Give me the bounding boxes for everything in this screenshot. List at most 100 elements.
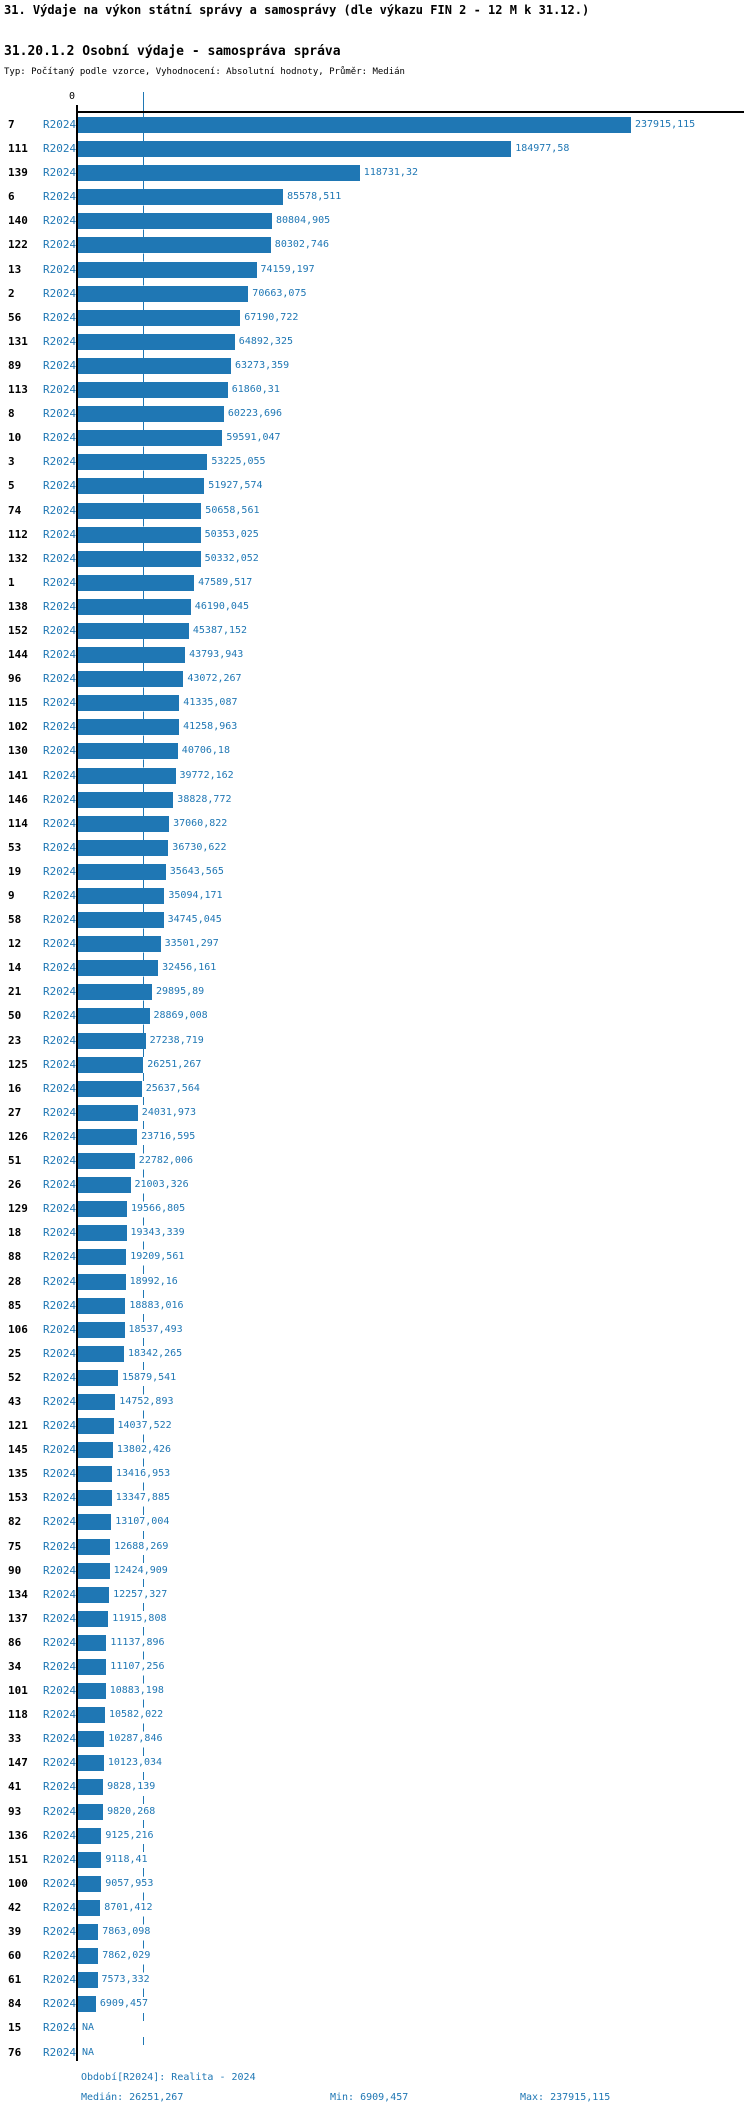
row-period-label: R2024: [43, 1997, 77, 2011]
chart-row: 26 R2024 21003,326: [0, 1173, 750, 1197]
row-category-label: 26: [8, 1178, 22, 1192]
row-category-label: 90: [8, 1563, 22, 1577]
chart-row: 85 R2024 18883,016: [0, 1294, 750, 1318]
bar: [78, 791, 174, 808]
row-category-label: 39: [8, 1925, 22, 1939]
row-period-label: R2024: [43, 1563, 77, 1577]
row-period-label: R2024: [43, 1178, 77, 1192]
bar: [78, 1128, 138, 1145]
row-period-label: R2024: [43, 1852, 77, 1866]
chart-row: 140 R2024 80804,905: [0, 209, 750, 233]
row-period-label: R2024: [43, 286, 77, 300]
row-category-label: 10: [8, 431, 22, 445]
row-period-label: R2024: [43, 2021, 77, 2035]
bar-value-label: 74159,197: [260, 263, 315, 275]
bar: [78, 863, 166, 880]
chart-row: 151 R2024 9118,41: [0, 1848, 750, 1872]
row-period-label: R2024: [43, 1635, 77, 1649]
row-period-label: R2024: [43, 479, 77, 493]
bar-value-label: 15879,541: [122, 1371, 177, 1383]
row-category-label: 12: [8, 937, 22, 951]
section-title: 31.20.1.2 Osobní výdaje - samospráva spr…: [4, 44, 341, 59]
row-category-label: 5: [8, 479, 15, 493]
row-period-label: R2024: [43, 262, 77, 276]
chart-row: 15 R2024 NA: [0, 2016, 750, 2040]
row-category-label: 141: [8, 768, 28, 782]
row-category-label: 76: [8, 2045, 22, 2059]
chart-row: 114 R2024 37060,822: [0, 812, 750, 836]
bar: [78, 1996, 96, 2013]
bar: [78, 647, 186, 664]
row-period-label: R2024: [43, 744, 77, 758]
bar-value-label: 41258,963: [183, 721, 238, 733]
bar: [78, 1345, 124, 1362]
chart-row: 60 R2024 7862,029: [0, 1944, 750, 1968]
chart-row: 144 R2024 43793,943: [0, 643, 750, 667]
bar-value-label: 50332,052: [204, 552, 259, 564]
bar: [78, 839, 169, 856]
row-category-label: 41: [8, 1780, 22, 1794]
bar-value-label: 59591,047: [226, 432, 281, 444]
row-period-label: R2024: [43, 1298, 77, 1312]
bar-value-label: 237915,115: [635, 119, 696, 130]
chart-row: 139 R2024 118731,32: [0, 161, 750, 185]
row-period-label: R2024: [43, 1105, 77, 1119]
row-period-label: R2024: [43, 551, 77, 565]
bar-value-label: 13802,426: [116, 1444, 172, 1456]
row-category-label: 34: [8, 1660, 22, 1673]
row-category-label: 122: [8, 238, 28, 252]
bar: [78, 960, 159, 977]
chart-row: 61 R2024 7573,332: [0, 1968, 750, 1992]
bar-value-label: 61860,31: [231, 384, 280, 396]
row-category-label: 51: [8, 1154, 22, 1168]
row-period-label: R2024: [43, 383, 77, 397]
bar-value-label: 50353,025: [204, 528, 259, 540]
bar-value-label: 50658,561: [205, 504, 260, 516]
chart-row: 136 R2024 9125,216: [0, 1824, 750, 1848]
bar-value-label: 24031,973: [141, 1106, 196, 1118]
row-period-label: R2024: [43, 768, 77, 782]
bar-value-label: 6909,457: [99, 1998, 149, 2010]
bar: [78, 1249, 127, 1266]
bar: [78, 1080, 142, 1097]
bar-value-label: 11137,896: [110, 1636, 165, 1648]
chart-row: 100 R2024 9057,953: [0, 1872, 750, 1896]
bar-value-label: 33501,297: [164, 938, 219, 950]
row-period-label: R2024: [43, 238, 77, 252]
bar: [78, 1466, 112, 1483]
bar-value-label: 7573,332: [101, 1974, 150, 1986]
bar: [78, 888, 165, 904]
row-category-label: 114: [8, 816, 28, 830]
row-period-label: R2024: [43, 1057, 77, 1071]
bar: [78, 1562, 110, 1579]
row-period-label: R2024: [43, 1274, 77, 1288]
bar-value-label: 60223,696: [227, 408, 283, 420]
bar-value-label: 28869,008: [153, 1010, 208, 1022]
row-period-label: R2024: [43, 358, 77, 372]
row-category-label: 144: [8, 648, 28, 662]
bar-value-label: 12257,327: [113, 1588, 168, 1600]
chart-row: 23 R2024 27238,719: [0, 1029, 750, 1053]
row-category-label: 102: [8, 720, 28, 734]
chart-row: 28 R2024 18992,16: [0, 1270, 750, 1294]
chart-row: 84 R2024 6909,457: [0, 1992, 750, 2016]
chart-row: 106 R2024 18537,493: [0, 1318, 750, 1342]
bar-value-label: 18342,265: [128, 1347, 183, 1359]
bar: [78, 1514, 112, 1531]
bar-na-label: NA: [82, 2022, 95, 2034]
bar: [78, 815, 170, 832]
row-period-label: R2024: [43, 985, 77, 999]
median-reference-line: [143, 113, 144, 2061]
chart-row: 52 R2024 15879,541: [0, 1366, 750, 1390]
bar: [78, 1875, 102, 1892]
chart-row: 76 R2024 NA: [0, 2041, 750, 2065]
bar: [78, 1369, 118, 1386]
row-period-label: R2024: [43, 1732, 77, 1746]
chart-row: 27 R2024 24031,973: [0, 1101, 750, 1125]
row-category-label: 113: [8, 383, 28, 397]
chart-row: 50 R2024 28869,008: [0, 1004, 750, 1028]
row-category-label: 84: [8, 1997, 22, 2011]
row-period-label: R2024: [43, 1467, 77, 1481]
chart-row: 9 R2024 35094,171: [0, 884, 750, 908]
